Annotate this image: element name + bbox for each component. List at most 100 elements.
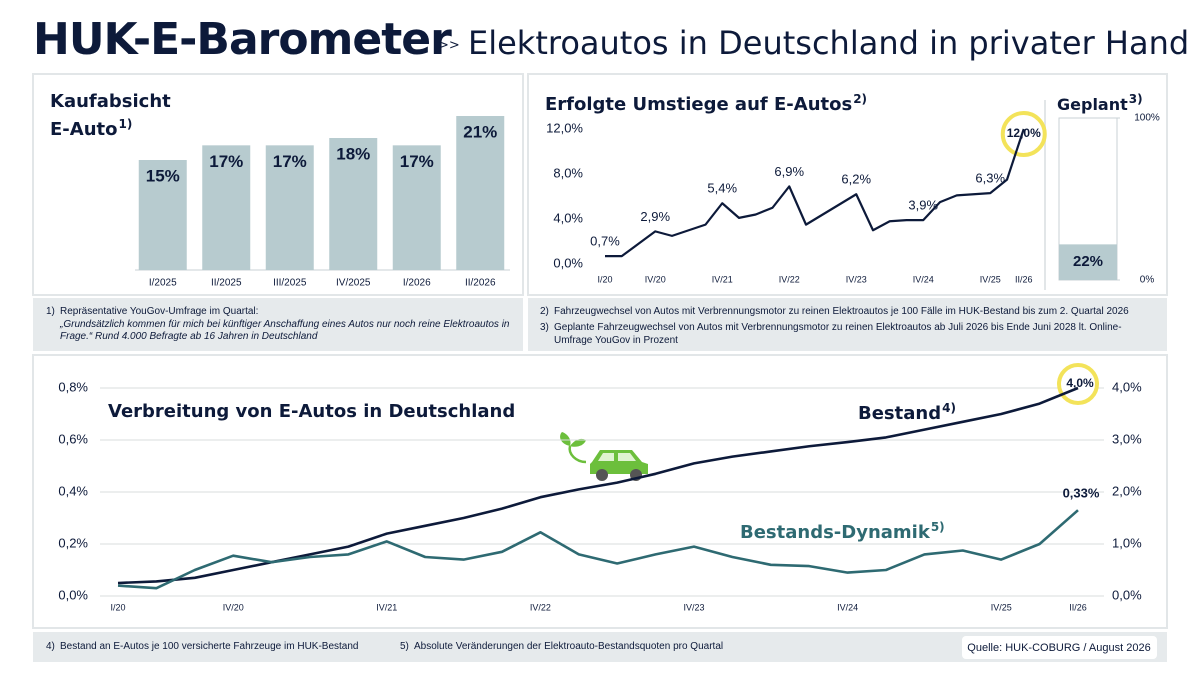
value-label: 6,9% — [774, 164, 804, 179]
chart-title: Kaufabsicht E-Auto — [50, 91, 171, 140]
footnote-marker: 5) — [400, 641, 409, 652]
x-tick-label: IV/22 — [779, 274, 800, 284]
y2-tick-label: 1,0% — [1112, 535, 1142, 550]
value-label: 3,9% — [908, 198, 938, 213]
footnote-quote: „Grundsätzlich kommen für mich bei künft… — [60, 318, 510, 343]
footnote-text: Bestand an E-Autos je 100 versicherte Fa… — [60, 641, 359, 652]
page-subtitle: Elektroautos in Deutschland in privater … — [468, 24, 1190, 62]
value-label: 17% — [209, 152, 243, 171]
footnote-mark: 3) — [1128, 92, 1143, 106]
value-label: 0,7% — [590, 234, 620, 249]
bar — [202, 145, 251, 270]
footnote: 2) Fahrzeugwechsel von Autos mit Verbrenn… — [540, 306, 1160, 319]
series-label: Bestands-Dynamik5) — [740, 516, 945, 544]
x-tick-label: II/26 — [1015, 274, 1033, 284]
footnote-mark: 2) — [853, 92, 868, 106]
highlight — [1000, 111, 1047, 157]
chart-heading: Geplant3) — [1057, 88, 1143, 116]
x-tick-label: IV/25 — [980, 274, 1001, 284]
highlight — [1057, 363, 1099, 405]
footnote-text: Absolute Veränderungen der Elektroauto-B… — [414, 641, 724, 652]
footnote: 5) Absolute Veränderungen der Elektroauto… — [400, 641, 723, 654]
footnote-marker: 1) — [46, 306, 55, 317]
footnote-marker: 3) — [540, 322, 549, 333]
footnote-text: Repräsentative YouGov-Umfrage im Quartal… — [60, 306, 259, 317]
footnote-text: Geplante Fahrzeugwechsel von Autos mit V… — [554, 322, 1122, 346]
x-tick-label: II/2026 — [465, 278, 496, 289]
value-label: 6,2% — [841, 172, 871, 187]
value-label: 21% — [463, 122, 497, 141]
x-tick-label: I/20 — [597, 274, 612, 284]
x-tick-label: IV/23 — [846, 274, 867, 284]
y2-tick-label: 0,0% — [1112, 587, 1142, 602]
y2-tick-label: 3,0% — [1112, 431, 1142, 446]
footnote-mark: 4) — [942, 401, 956, 415]
bar — [1059, 244, 1117, 280]
y-tick-label: 100% — [1134, 113, 1160, 124]
y-tick-label: 0,0% — [553, 255, 583, 270]
x-tick-label: I/2025 — [149, 278, 177, 289]
separator: >> — [438, 38, 460, 53]
y-tick-label: 0,4% — [58, 483, 88, 498]
value-label: 15% — [146, 166, 180, 185]
x-tick-label: III/2025 — [273, 278, 307, 289]
chart-heading: Erfolgte Umstiege auf E-Autos2) — [545, 88, 867, 116]
value-label: 18% — [336, 144, 370, 163]
y-tick-label: 0% — [1140, 275, 1155, 286]
y2-tick-label: 4,0% — [1112, 379, 1142, 394]
x-tick-label: IV/22 — [530, 602, 551, 612]
footnote: 1) Repräsentative YouGov-Umfrage im Quart… — [46, 306, 516, 344]
x-tick-label: II/26 — [1069, 602, 1087, 612]
line — [605, 128, 1025, 258]
x-tick-label: IV/20 — [645, 274, 666, 284]
chart-heading: Kaufabsicht E-Auto1) — [50, 91, 190, 141]
x-tick-label: I/20 — [110, 602, 125, 612]
value-label: 2,9% — [640, 209, 670, 224]
y2-tick-label: 2,0% — [1112, 483, 1142, 498]
footnote: 4) Bestand an E-Autos je 100 versicherte … — [46, 641, 359, 654]
page-title: HUK-E-Barometer — [33, 14, 452, 65]
x-tick-label: IV/23 — [683, 602, 704, 612]
bar — [265, 145, 314, 270]
value-label: 17% — [273, 152, 307, 171]
y-tick-label: 12,0% — [546, 120, 583, 135]
car-icon — [560, 432, 648, 481]
footnote-marker: 4) — [46, 641, 55, 652]
series-name: Bestands-Dynamik — [740, 522, 930, 543]
footnote: 3) Geplante Fahrzeugwechsel von Autos mit… — [540, 322, 1124, 347]
x-tick-label: II/2025 — [211, 278, 242, 289]
source-box — [962, 636, 1157, 659]
y-tick-label: 0,8% — [58, 379, 88, 394]
chart-title: Geplant — [1057, 95, 1128, 114]
chart-heading: Verbreitung von E-Autos in Deutschland — [108, 401, 515, 423]
series-label: Bestand4) — [858, 397, 956, 425]
y-tick-label: 4,0% — [553, 210, 583, 225]
footnote-marker: 2) — [540, 306, 549, 317]
y-tick-label: 0,0% — [58, 587, 88, 602]
x-tick-label: IV/21 — [712, 274, 733, 284]
x-tick-label: IV/24 — [913, 274, 934, 284]
footnote-mark: 5) — [930, 520, 945, 534]
x-tick-label: IV/24 — [837, 602, 858, 612]
x-tick-label: I/2026 — [403, 278, 431, 289]
footnote-strip — [528, 298, 1167, 351]
value-label: 0,33% — [1063, 486, 1100, 501]
x-tick-label: IV/21 — [376, 602, 397, 612]
y-tick-label: 8,0% — [553, 165, 583, 180]
chart-title: Verbreitung von E-Autos in Deutschland — [108, 401, 516, 422]
bar — [138, 160, 187, 270]
bar — [329, 138, 378, 270]
series-name: Bestand — [858, 403, 942, 424]
x-tick-label: IV/25 — [991, 602, 1012, 612]
y-tick-label: 0,6% — [58, 431, 88, 446]
bar — [456, 116, 505, 270]
y-tick-label: 0,2% — [58, 535, 88, 550]
value-label: 5,4% — [707, 181, 737, 196]
value-label: 17% — [400, 152, 434, 171]
line — [117, 509, 1079, 590]
value-label: 6,3% — [975, 171, 1005, 186]
value-label: 12,0% — [1007, 126, 1041, 140]
x-tick-label: IV/2025 — [336, 278, 371, 289]
bar — [392, 145, 441, 270]
